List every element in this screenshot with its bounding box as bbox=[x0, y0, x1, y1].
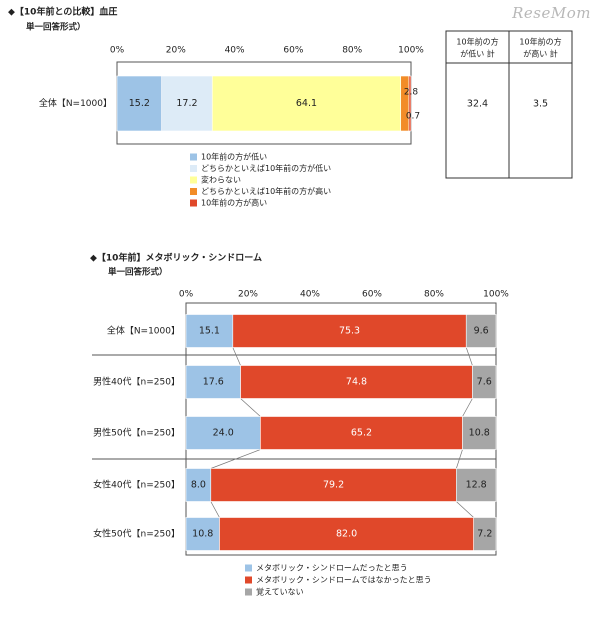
chart2-category-label: 全体【N=1000】 bbox=[107, 325, 180, 337]
chart2-bar-segment bbox=[473, 517, 497, 551]
chart2-category-label: 女性40代【n=250】 bbox=[93, 479, 180, 491]
chart1-tick-label: 20% bbox=[166, 46, 186, 56]
chart1-bar-segment bbox=[211, 75, 402, 132]
chart2-data-label: 7.2 bbox=[477, 529, 492, 540]
chart1-tick-label: 80% bbox=[342, 46, 362, 56]
chart1-data-label: 15.2 bbox=[129, 98, 150, 109]
chart2-connector-line bbox=[456, 501, 474, 518]
chart2-category-label: 女性50代【n=250】 bbox=[93, 528, 180, 540]
chart1-table-header: 10年前の方 bbox=[519, 37, 561, 47]
chart1-bar-segment bbox=[116, 75, 162, 132]
chart1-data-label: 64.1 bbox=[296, 98, 317, 109]
chart1-tick-label: 0% bbox=[110, 46, 125, 56]
chart2-connector-line bbox=[455, 449, 463, 469]
chart2-legend-label: 覚えていない bbox=[256, 587, 304, 597]
chart1-legend-swatch bbox=[190, 199, 197, 207]
chart1-legend-label: 10年前の方が低い bbox=[201, 152, 267, 162]
chart1-table-header: が低い 計 bbox=[460, 49, 495, 59]
chart2-bar-segment bbox=[465, 314, 497, 348]
chart1-bar-segment bbox=[161, 75, 213, 132]
chart1-legend-label: 変わらない bbox=[201, 175, 241, 185]
chart1-data-label: 0.7 bbox=[406, 112, 420, 122]
chart2-bar-segment bbox=[240, 365, 473, 399]
chart1-legend-label: どちらかといえば10年前の方が高い bbox=[201, 186, 331, 196]
chart1-legend-label: 10年前の方が高い bbox=[201, 198, 267, 208]
chart1-data-label: 2.8 bbox=[404, 88, 419, 98]
chart2-bar-segment bbox=[185, 365, 241, 399]
chart1-legend-label: どちらかといえば10年前の方が低い bbox=[201, 163, 331, 173]
chart1-tick-label: 100% bbox=[398, 46, 424, 56]
chart1-legend-swatch bbox=[190, 188, 197, 195]
watermark: ReseMom bbox=[512, 4, 591, 22]
chart2-legend-label: メタボリック・シンドロームだったと思う bbox=[256, 564, 408, 573]
chart2-connector-line bbox=[462, 398, 473, 417]
chart2-data-label: 79.2 bbox=[323, 480, 344, 491]
chart1-table-header: 10年前の方 bbox=[456, 37, 498, 47]
chart2-data-label: 7.6 bbox=[477, 377, 492, 388]
chart2-data-label: 75.3 bbox=[339, 326, 360, 337]
chart1-category-label: 全体【N=1000】 bbox=[39, 97, 112, 109]
chart1-table-value: 3.5 bbox=[533, 99, 548, 110]
chart1-table-header: が高い 計 bbox=[523, 49, 558, 59]
chart1-legend-swatch bbox=[190, 176, 197, 184]
chart1-tick-label: 40% bbox=[225, 46, 245, 56]
chart2-category-label: 男性50代【n=250】 bbox=[93, 427, 180, 439]
chart2-bar-segment bbox=[472, 365, 497, 399]
chart2-data-label: 8.0 bbox=[191, 480, 206, 491]
chart2-bar-segment bbox=[185, 314, 234, 348]
chart2-legend-swatch bbox=[245, 564, 252, 572]
chart2-category-label: 男性40代【n=250】 bbox=[93, 376, 180, 388]
chart2-tick-label: 0% bbox=[179, 290, 194, 300]
chart2-bar-segment bbox=[210, 468, 457, 502]
chart2-bar-segment bbox=[232, 314, 467, 348]
chart2-legend-swatch bbox=[245, 576, 252, 584]
chart2-bar-segment bbox=[456, 468, 497, 502]
chart1-table-value: 32.4 bbox=[467, 99, 488, 110]
chart2-bar-segment bbox=[185, 416, 261, 450]
chart2-title: ◆【10年前】メタボリック・シンドローム bbox=[90, 252, 262, 264]
chart2-data-label: 24.0 bbox=[213, 428, 234, 439]
chart2-bar-segment bbox=[219, 517, 474, 551]
chart2-connector-line bbox=[210, 449, 261, 469]
chart2-connector-line bbox=[240, 398, 261, 417]
chart1-subtitle: 単一回答形式） bbox=[26, 22, 86, 33]
chart2-data-label: 82.0 bbox=[336, 529, 357, 540]
chart2-data-label: 74.8 bbox=[346, 377, 367, 388]
chart1-legend-swatch bbox=[190, 153, 197, 161]
chart2-bar-segment bbox=[185, 517, 220, 551]
chart2-data-label: 15.1 bbox=[199, 326, 220, 337]
chart2-bar-segment bbox=[462, 416, 497, 450]
chart1-bar-segment bbox=[400, 75, 410, 132]
chart2-tick-label: 20% bbox=[238, 290, 258, 300]
chart2-connector-line bbox=[465, 347, 473, 366]
chart2-legend-swatch bbox=[245, 588, 252, 596]
chart2-tick-label: 80% bbox=[424, 290, 444, 300]
chart1-legend-swatch bbox=[190, 165, 197, 172]
chart2-data-label: 10.8 bbox=[469, 428, 490, 439]
chart2-data-label: 65.2 bbox=[351, 428, 372, 439]
chart2-legend-label: メタボリック・シンドロームではなかったと思う bbox=[256, 576, 432, 585]
chart2-connector-line bbox=[210, 501, 220, 518]
chart1-title: ◆【10年前との比較】血圧 bbox=[8, 6, 117, 18]
chart2-data-label: 9.6 bbox=[474, 326, 489, 337]
chart2-subtitle: 単一回答形式） bbox=[108, 267, 168, 278]
chart2-data-label: 12.8 bbox=[466, 480, 487, 491]
chart2-tick-label: 60% bbox=[362, 290, 382, 300]
chart2-data-label: 17.6 bbox=[203, 377, 224, 388]
chart2-connector-line bbox=[232, 347, 241, 366]
chart1-tick-label: 60% bbox=[283, 46, 303, 56]
chart1-data-label: 17.2 bbox=[176, 98, 197, 109]
chart2-tick-label: 40% bbox=[300, 290, 320, 300]
chart2-bar-segment bbox=[260, 416, 463, 450]
chart2-tick-label: 100% bbox=[483, 290, 509, 300]
chart2-data-label: 10.8 bbox=[192, 529, 213, 540]
chart1-bar-segment bbox=[408, 75, 412, 132]
